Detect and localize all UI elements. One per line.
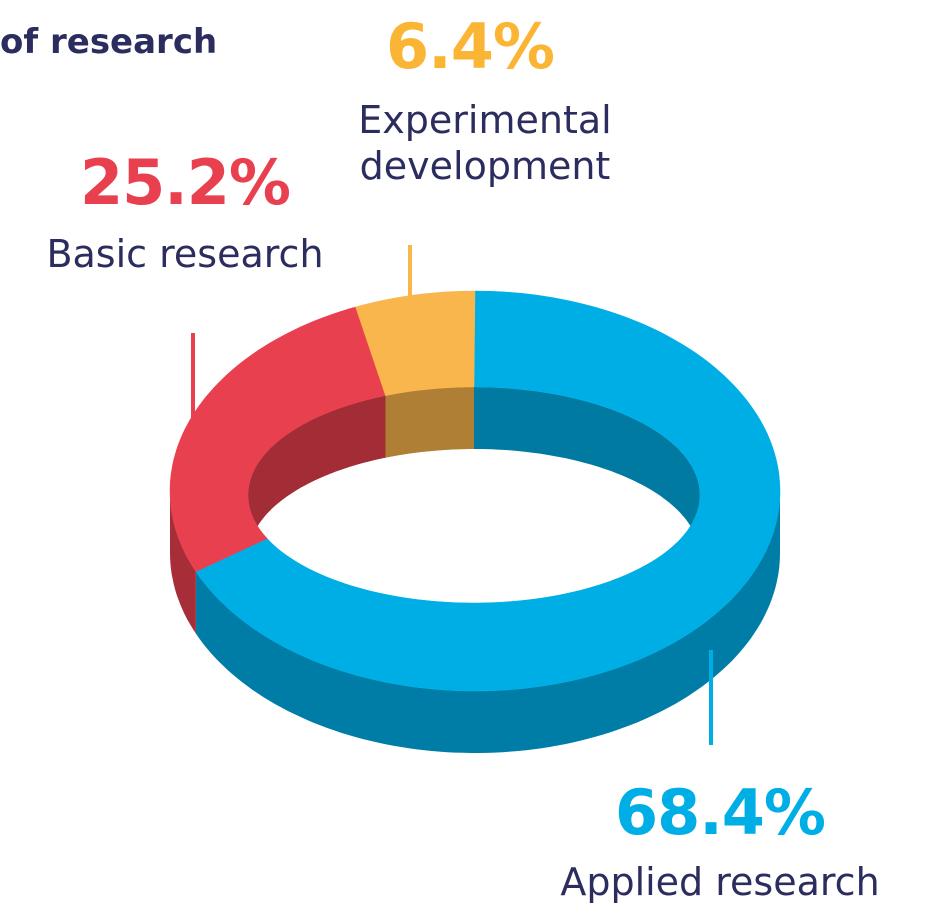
value-label: 25.2% xyxy=(79,146,291,219)
outer-wall xyxy=(195,491,780,753)
value-label: 68.4% xyxy=(614,776,826,849)
inner-wall xyxy=(385,387,474,458)
inner-wall xyxy=(474,387,700,557)
outer-wall xyxy=(170,491,196,634)
inner-wall xyxy=(248,395,386,557)
inner-walls xyxy=(248,387,700,557)
value-label: 6.4% xyxy=(386,10,555,83)
category-label: Experimental development xyxy=(358,98,612,188)
ring xyxy=(169,290,781,692)
category-label: Basic research xyxy=(46,232,324,276)
chart-title: of research xyxy=(0,22,218,62)
walls xyxy=(170,491,780,753)
category-label: Applied research xyxy=(560,860,880,904)
donut-segment xyxy=(355,290,476,396)
